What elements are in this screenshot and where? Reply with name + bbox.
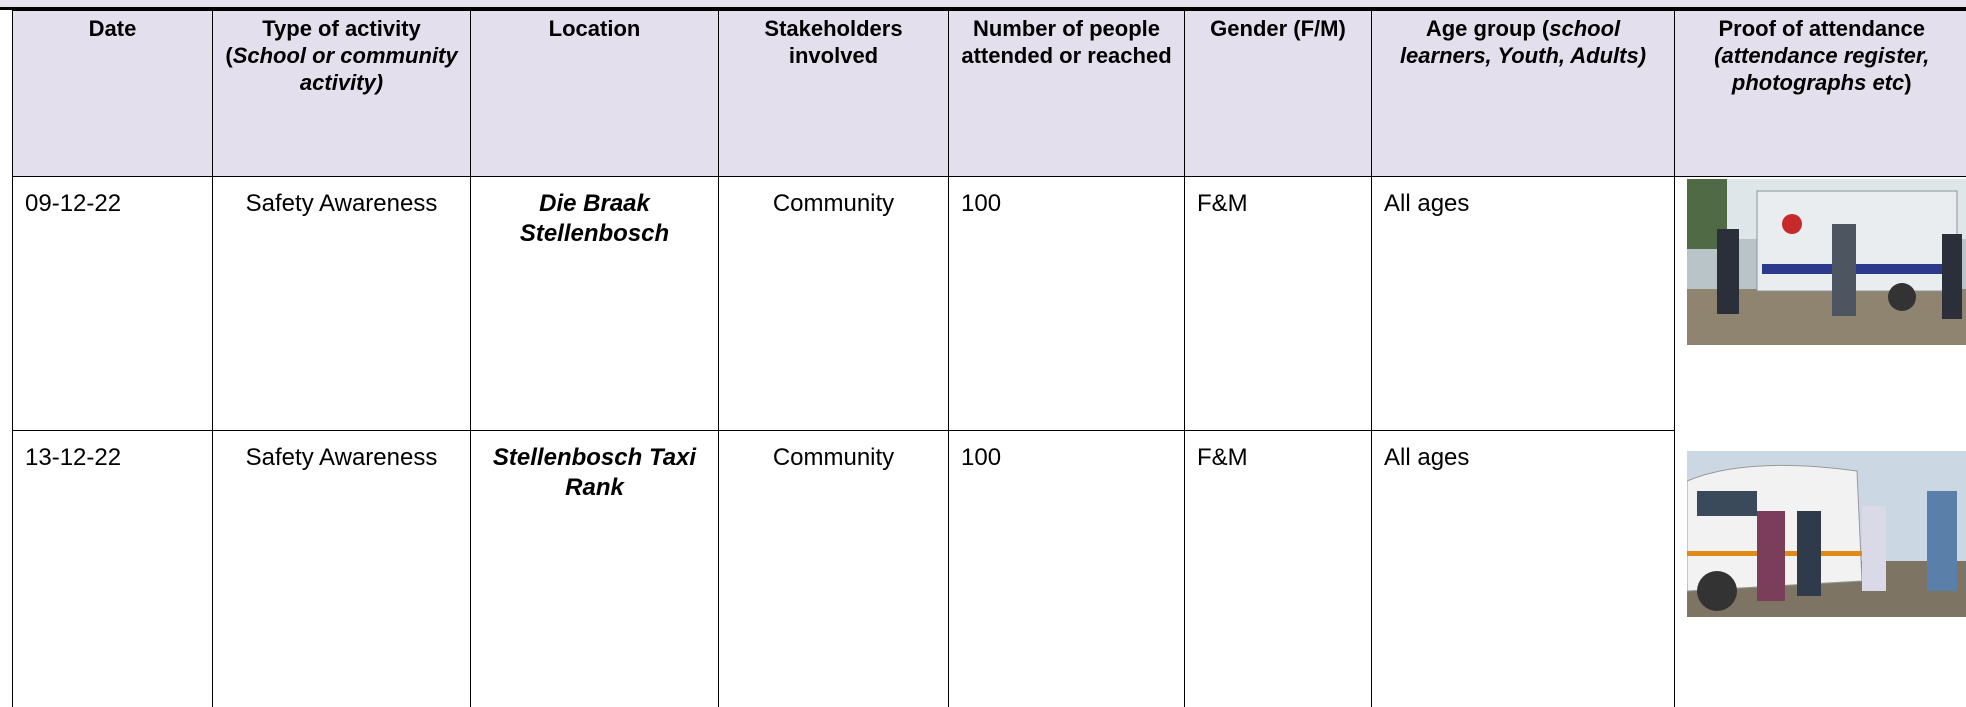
header-cell: Stakeholders involved <box>718 10 949 177</box>
header-text: School or community activity) <box>232 43 458 95</box>
table-cell: Safety Awareness <box>212 430 471 707</box>
table-cell: F&M <box>1184 176 1372 431</box>
header-text: Gender (F/M) <box>1210 16 1346 41</box>
header-cell: Number of people attended or reached <box>948 10 1185 177</box>
header-text: Stakeholders involved <box>764 16 903 68</box>
table-cell: All ages <box>1371 176 1675 431</box>
table-body: 09-12-22 Safety Awareness Die Braak Stelle… <box>12 176 1966 707</box>
table-cell: F&M <box>1184 430 1372 707</box>
header-text: Proof of attendance <box>1718 16 1926 41</box>
header-text: Age group ( <box>1425 16 1550 41</box>
table-cell: Safety Awareness <box>212 176 471 431</box>
header-text: (attendance register, photographs etc <box>1714 43 1930 95</box>
activity-table: Date Type of activity (School or communit… <box>12 10 1966 707</box>
header-cell: Age group (school learners, Youth, Adult… <box>1371 10 1675 177</box>
table-cell: Die Braak Stellenbosch <box>470 176 719 431</box>
header-cell: Type of activity (School or community ac… <box>212 10 471 177</box>
top-band <box>0 0 1966 10</box>
photo-trailer <box>1687 179 1966 345</box>
table-cell: 100 <box>948 176 1185 431</box>
header-text: Date <box>88 16 137 41</box>
header-cell: Gender (F/M) <box>1184 10 1372 177</box>
header-row: Date Type of activity (School or communit… <box>12 10 1966 177</box>
table-cell: 09-12-22 <box>12 176 213 431</box>
table-cell: All ages <box>1371 430 1675 707</box>
table-row: 09-12-22 Safety Awareness Die Braak Stelle… <box>12 176 1966 431</box>
header-text: school learners, Youth, Adults) <box>1399 16 1647 68</box>
table-cell: Community <box>718 176 949 431</box>
header-text: Type of activity ( <box>225 16 421 68</box>
table-cell: 100 <box>948 430 1185 707</box>
photo-taxi <box>1687 451 1966 617</box>
header-cell: Location <box>470 10 719 177</box>
header-text: Number of people attended or reached <box>961 16 1172 68</box>
table-row: 13-12-22 Safety Awareness Stellenbosch Tax… <box>12 430 1966 707</box>
table-wrap: Date Type of activity (School or communit… <box>12 10 1966 707</box>
table-cell: Community <box>718 430 949 707</box>
table-cell: Stellenbosch Taxi Rank <box>470 430 719 707</box>
table-cell: 13-12-22 <box>12 430 213 707</box>
header-cell: Date <box>12 10 213 177</box>
header-cell: Proof of attendance (attendance register… <box>1674 10 1966 177</box>
header-text: ) <box>1904 70 1912 95</box>
header-text: Location <box>548 16 641 41</box>
